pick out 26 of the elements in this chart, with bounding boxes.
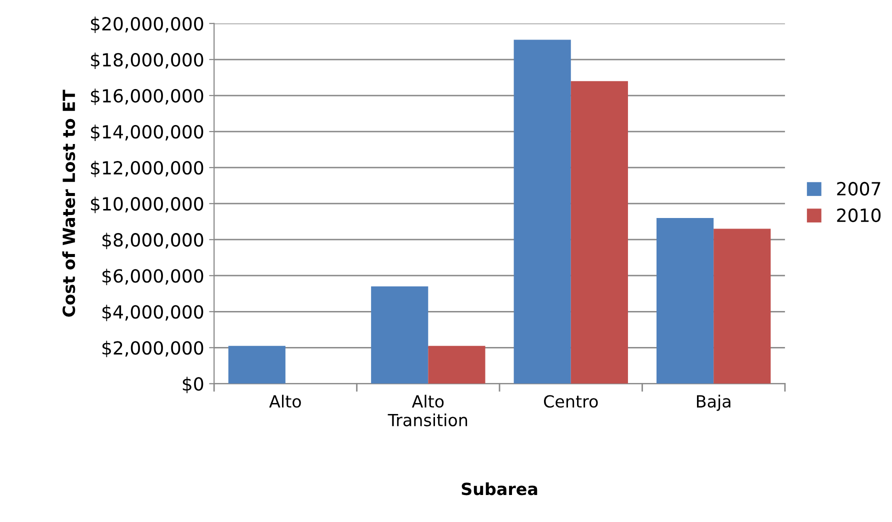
bar xyxy=(570,81,628,384)
bar xyxy=(656,218,714,384)
y-tick-label: $6,000,000 xyxy=(102,268,204,286)
legend-label: 2010 xyxy=(837,208,881,222)
y-tick-label: $12,000,000 xyxy=(90,160,204,178)
y-tick-label: $10,000,000 xyxy=(90,196,204,214)
bar xyxy=(428,346,486,384)
bar xyxy=(371,286,428,384)
legend-label: 2007 xyxy=(837,182,880,196)
y-tick-label: $8,000,000 xyxy=(102,232,204,250)
bar xyxy=(514,40,571,384)
x-tick-label: Centro xyxy=(544,395,598,408)
x-tick-label: Baja xyxy=(696,394,730,411)
y-tick-label: $2,000,000 xyxy=(102,340,204,358)
x-tick-label: Alto Transition xyxy=(388,394,468,426)
x-tick-label: Alto xyxy=(269,394,301,408)
bar xyxy=(714,228,771,384)
y-tick-label: $16,000,000 xyxy=(90,88,204,106)
y-tick-label: $4,000,000 xyxy=(102,304,204,322)
y-tick-label: $18,000,000 xyxy=(90,52,204,70)
y-tick-label: $20,000,000 xyxy=(90,16,204,34)
y-axis-title: Cost of Water Lost to ET xyxy=(62,90,76,317)
x-axis-title: Subarea xyxy=(462,482,538,496)
y-tick-label: $0 xyxy=(182,376,204,394)
bar xyxy=(228,346,286,384)
y-tick-label: $14,000,000 xyxy=(90,124,204,142)
